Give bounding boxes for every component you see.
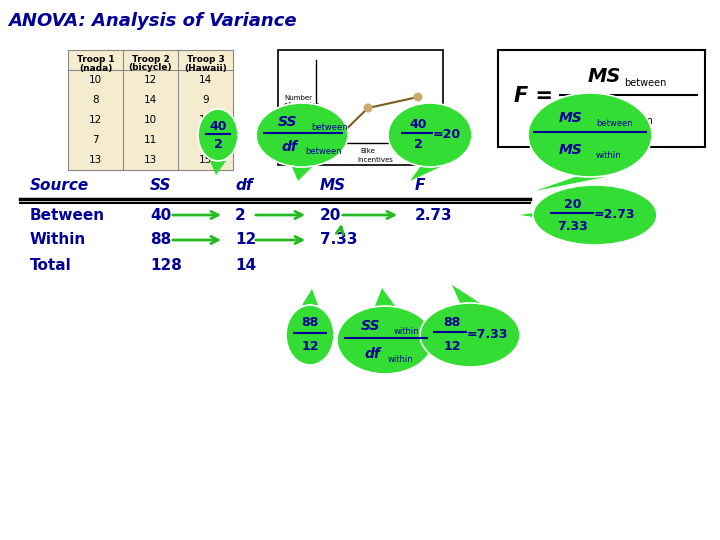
- Ellipse shape: [286, 305, 334, 365]
- Text: 11: 11: [144, 135, 157, 145]
- Polygon shape: [375, 288, 395, 306]
- FancyBboxPatch shape: [498, 50, 705, 147]
- Text: 2: 2: [235, 207, 246, 222]
- FancyBboxPatch shape: [68, 50, 233, 170]
- Text: =20: =20: [433, 129, 461, 141]
- Ellipse shape: [256, 103, 348, 167]
- Text: Incentives: Incentives: [357, 157, 393, 163]
- Text: ANOVA: Analysis of Variance: ANOVA: Analysis of Variance: [8, 12, 297, 30]
- Text: 20: 20: [320, 207, 341, 222]
- Polygon shape: [410, 167, 440, 181]
- Text: MS: MS: [588, 67, 621, 86]
- Text: Within: Within: [30, 233, 86, 247]
- Ellipse shape: [337, 306, 433, 374]
- Text: Between: Between: [30, 207, 105, 222]
- Text: within: within: [388, 355, 413, 364]
- Polygon shape: [302, 289, 318, 305]
- Ellipse shape: [198, 109, 238, 161]
- Ellipse shape: [420, 303, 520, 367]
- Text: 14: 14: [144, 95, 157, 105]
- Text: MS: MS: [320, 178, 346, 192]
- Text: 13: 13: [89, 155, 102, 165]
- Text: 19: 19: [199, 115, 212, 125]
- Text: 8: 8: [92, 95, 99, 105]
- Text: 88: 88: [150, 233, 171, 247]
- Text: F =: F =: [514, 86, 553, 106]
- Circle shape: [364, 104, 372, 112]
- Text: SS: SS: [277, 115, 297, 129]
- Text: 7.33: 7.33: [557, 219, 588, 233]
- Text: 40: 40: [409, 118, 427, 131]
- Text: df: df: [235, 178, 253, 192]
- Text: Troop 1: Troop 1: [76, 56, 114, 64]
- Text: 88: 88: [444, 315, 461, 328]
- Polygon shape: [452, 285, 480, 303]
- Text: 14: 14: [235, 258, 256, 273]
- Text: 20: 20: [564, 198, 582, 211]
- Text: within: within: [394, 327, 420, 336]
- Text: (bicycle): (bicycle): [129, 64, 172, 72]
- Text: between: between: [305, 147, 341, 157]
- Text: 9: 9: [202, 95, 209, 105]
- Polygon shape: [535, 177, 605, 191]
- Text: Total: Total: [30, 258, 72, 273]
- Text: 10: 10: [89, 75, 102, 85]
- Text: 40: 40: [150, 207, 171, 222]
- Text: MS: MS: [558, 111, 582, 125]
- Text: Troop 2: Troop 2: [132, 56, 169, 64]
- Text: Hawaii trip: Hawaii trip: [399, 148, 437, 154]
- Text: 13: 13: [199, 135, 212, 145]
- Text: SS: SS: [361, 319, 380, 333]
- Text: None: None: [321, 148, 339, 154]
- FancyBboxPatch shape: [278, 50, 443, 165]
- Text: within: within: [596, 151, 621, 159]
- Polygon shape: [292, 167, 312, 181]
- Text: MS: MS: [588, 105, 621, 124]
- Text: within: within: [624, 116, 654, 125]
- Text: 12: 12: [144, 75, 157, 85]
- Text: 12: 12: [89, 115, 102, 125]
- Text: df: df: [281, 140, 297, 154]
- Ellipse shape: [528, 93, 652, 177]
- Text: 88: 88: [302, 316, 319, 329]
- Text: Number
of cookies
sold: Number of cookies sold: [284, 95, 320, 115]
- Circle shape: [413, 92, 423, 102]
- Text: 10: 10: [144, 115, 157, 125]
- Text: 2: 2: [214, 138, 222, 151]
- Text: between: between: [596, 119, 633, 129]
- Text: Source: Source: [30, 178, 89, 192]
- Text: 13: 13: [144, 155, 157, 165]
- Text: 2.73: 2.73: [415, 207, 453, 222]
- Text: 7: 7: [92, 135, 99, 145]
- Text: 12: 12: [444, 340, 461, 353]
- Text: 128: 128: [150, 258, 182, 273]
- Text: F: F: [415, 178, 426, 192]
- Text: df: df: [364, 347, 380, 361]
- Text: (nada): (nada): [78, 64, 112, 72]
- Text: 12: 12: [301, 341, 319, 354]
- Text: (Hawaii): (Hawaii): [184, 64, 227, 72]
- Text: between: between: [311, 123, 348, 132]
- Text: Bike: Bike: [361, 148, 375, 154]
- Polygon shape: [520, 213, 533, 217]
- Text: Troop 3: Troop 3: [186, 56, 225, 64]
- Text: 12: 12: [235, 233, 256, 247]
- Polygon shape: [210, 161, 226, 175]
- Text: 14: 14: [199, 75, 212, 85]
- Text: MS: MS: [558, 143, 582, 157]
- Text: 15: 15: [199, 155, 212, 165]
- Circle shape: [325, 140, 335, 150]
- Text: =7.33: =7.33: [467, 328, 508, 341]
- Text: =2.73: =2.73: [594, 208, 636, 221]
- Text: 40: 40: [210, 119, 227, 132]
- Text: 7.33: 7.33: [320, 233, 358, 247]
- Text: between: between: [624, 78, 667, 87]
- Ellipse shape: [388, 103, 472, 167]
- Text: 2: 2: [413, 138, 423, 152]
- Text: SS: SS: [150, 178, 171, 192]
- Ellipse shape: [533, 185, 657, 245]
